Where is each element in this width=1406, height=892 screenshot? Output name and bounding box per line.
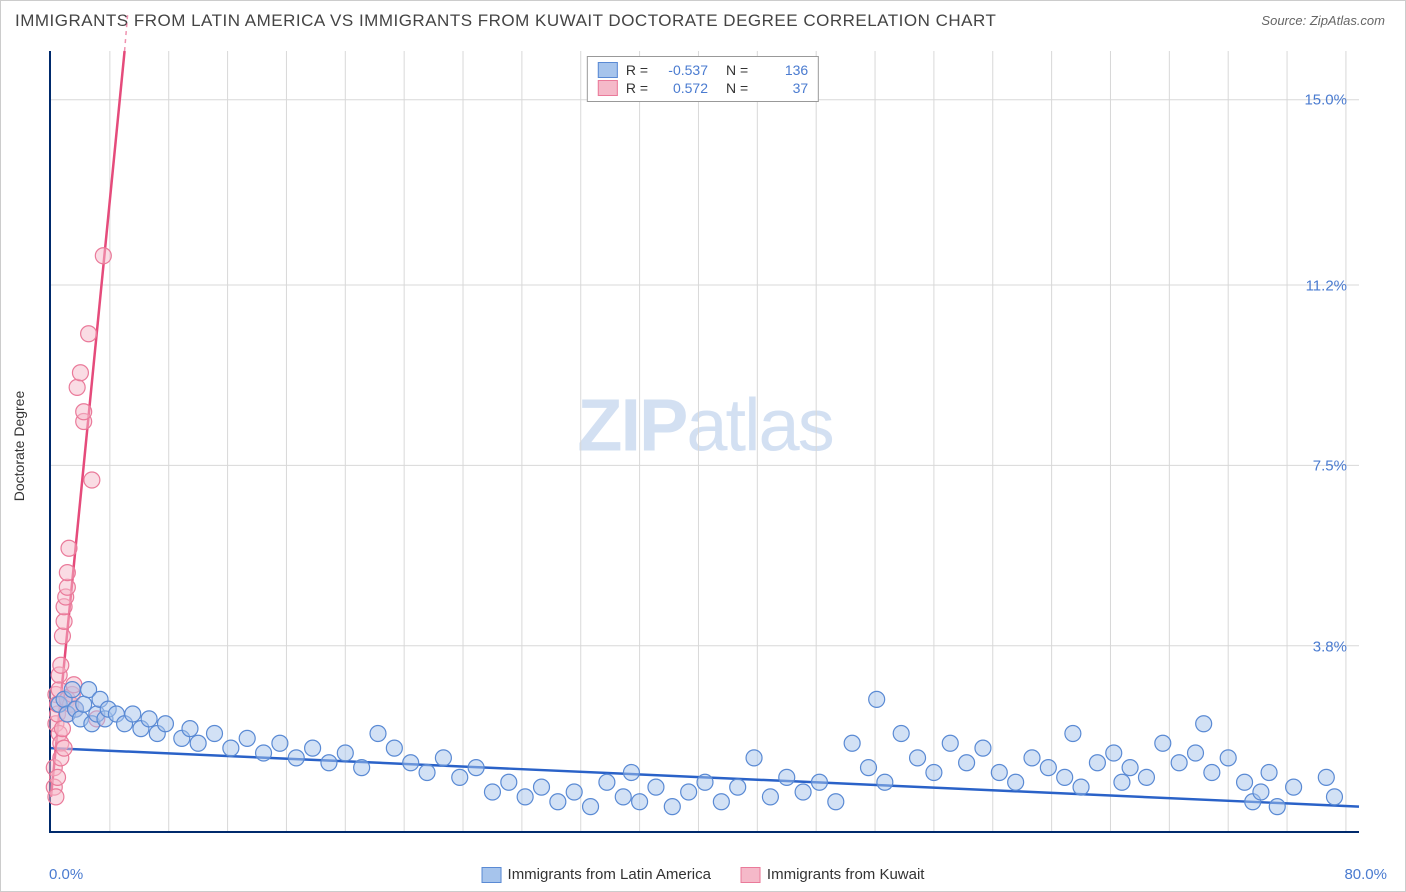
stat-n-label-2: N = [726, 80, 748, 96]
legend-swatch-2 [741, 867, 761, 883]
stat-r-label-1: R = [626, 62, 648, 78]
legend-item-1: Immigrants from Latin America [482, 866, 711, 883]
stat-row-1: R = -0.537 N = 136 [598, 61, 808, 79]
source-citation: Source: ZipAtlas.com [1261, 13, 1385, 28]
legend-item-2: Immigrants from Kuwait [741, 866, 925, 883]
y-tick-label: 3.8% [1313, 639, 1347, 656]
stat-n-value-1: 136 [756, 62, 808, 78]
x-tick-min: 0.0% [49, 866, 83, 883]
stat-r-value-2: 0.572 [656, 80, 708, 96]
stat-box: R = -0.537 N = 136 R = 0.572 N = 37 [587, 56, 819, 102]
y-tick-label: 7.5% [1313, 458, 1347, 475]
x-tick-max: 80.0% [1344, 866, 1387, 883]
stat-r-label-2: R = [626, 80, 648, 96]
plot-svg [51, 51, 1359, 831]
source-value: ZipAtlas.com [1310, 13, 1385, 28]
legend-swatch-1 [482, 867, 502, 883]
legend-label-2: Immigrants from Kuwait [767, 866, 925, 883]
plot-area: ZIPatlas 3.8%7.5%11.2%15.0% [49, 51, 1359, 833]
stat-n-label-1: N = [726, 62, 748, 78]
stat-swatch-2 [598, 80, 618, 96]
chart-container: IMMIGRANTS FROM LATIN AMERICA VS IMMIGRA… [0, 0, 1406, 892]
chart-title: IMMIGRANTS FROM LATIN AMERICA VS IMMIGRA… [15, 11, 996, 31]
y-tick-label: 11.2% [1306, 277, 1347, 294]
source-label: Source: [1261, 13, 1306, 28]
legend: Immigrants from Latin America Immigrants… [482, 866, 925, 883]
stat-row-2: R = 0.572 N = 37 [598, 79, 808, 97]
stat-swatch-1 [598, 62, 618, 78]
legend-label-1: Immigrants from Latin America [508, 866, 711, 883]
y-tick-label: 15.0% [1304, 91, 1347, 108]
stat-r-value-1: -0.537 [656, 62, 708, 78]
y-axis-label: Doctorate Degree [11, 391, 27, 502]
stat-n-value-2: 37 [756, 80, 808, 96]
